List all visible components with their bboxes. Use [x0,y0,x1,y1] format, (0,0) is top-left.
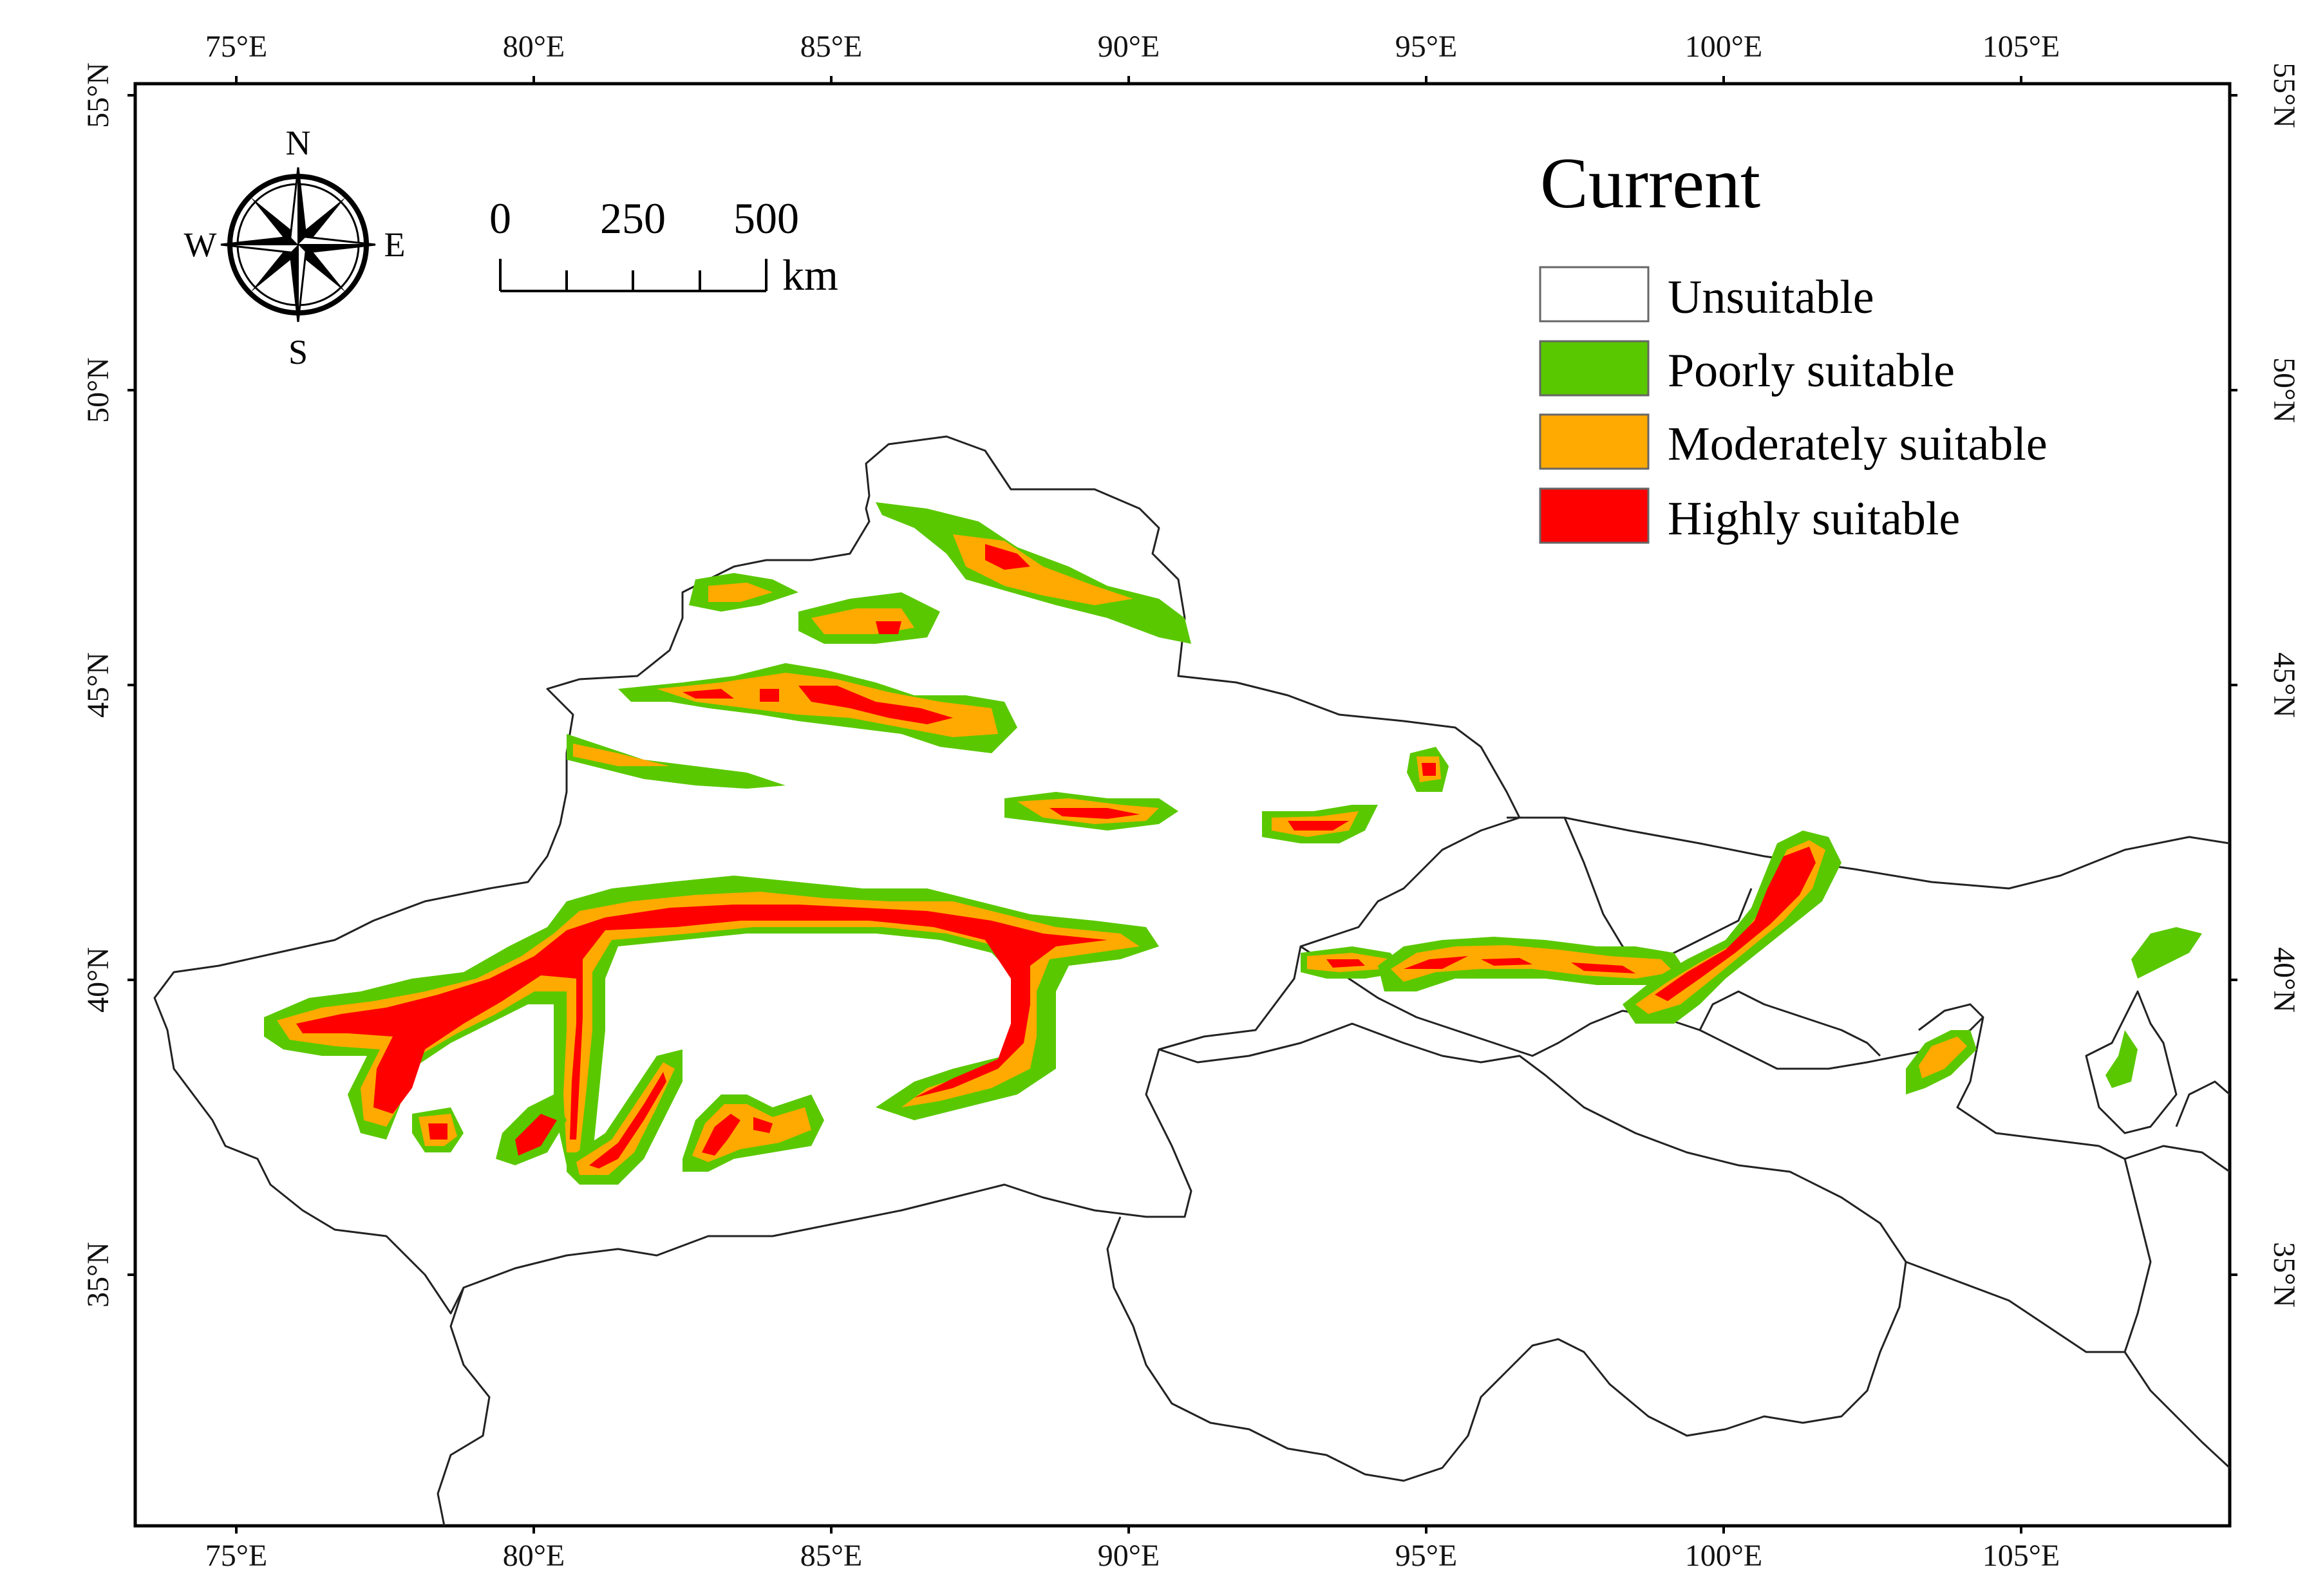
legend-label-poorly: Poorly suitable [1668,344,1955,397]
legend-swatch-unsuitable [1539,266,1650,323]
patch-highly-suitable [428,1123,447,1140]
legend-swatch-poorly [1539,340,1650,397]
lon-label: 85°E [800,30,863,64]
region-boundaries [153,435,2231,1526]
scale-bar-lines [499,259,767,292]
scale-label-0: 0 [489,194,511,243]
lon-label: 80°E [503,1539,565,1573]
patch-highly-suitable [876,621,901,634]
legend-swatch-highly [1539,487,1650,544]
xinjiang-boundary [153,435,1521,1315]
lat-label: 40°N [2267,947,2301,1013]
lat-label: 50°N [81,357,115,423]
compass-label-n: N [286,124,311,162]
legend-title: Current [1540,144,1760,223]
patch-moderately-suitable [1919,1037,1967,1078]
east-province-lines [1905,1080,2231,1469]
lon-label: 105°E [1982,30,2060,64]
patch-moderately-suitable [573,744,670,766]
patch-highly-suitable [985,544,1030,570]
compass-label-s: S [288,333,308,371]
ningxia-boundary [2085,990,2178,1134]
suitability-patches [264,502,2202,1185]
lat-label: 40°N [81,947,115,1013]
patch-highly-suitable [702,1114,773,1156]
tick-marks [127,76,2237,1534]
map-frame [133,82,2232,1528]
compass-star-fill [221,167,375,322]
patch-highly-suitable [1326,959,1365,968]
patch-moderately-suitable [708,583,773,602]
lon-labels-top: 75°E 80°E 85°E 90°E 95°E 100°E 105°E [205,30,2060,64]
qinghai-boundary [1106,1022,1907,1482]
inner-border-b [1699,990,1881,1057]
gansu-boundary [1507,816,2230,890]
patch-moderately-suitable [576,1062,675,1175]
patch-highly-suitable [683,686,953,724]
lon-label: 85°E [800,1539,863,1573]
lat-label: 55°N [2267,62,2301,128]
lat-labels-left: 55°N 50°N 45°N 40°N 35°N [81,62,115,1308]
lat-label: 50°N [2267,357,2301,423]
lon-label: 75°E [205,30,268,64]
lat-label: 55°N [81,62,115,128]
qinghai-gansu-line [1300,945,2100,1147]
patch-highly-suitable [1404,956,1635,973]
patch-highly-suitable [515,1114,557,1156]
patch-highly-suitable [589,1072,666,1169]
tibet-boundary [437,1287,491,1526]
gansu-inner-loop [1918,1003,1984,1031]
compass-label-w: W [184,225,217,264]
scale-unit: km [782,250,838,299]
patch-poorly-suitable [567,734,786,789]
lon-label: 90°E [1098,1539,1160,1573]
scale-label-500: 500 [733,194,799,243]
scale-label-250: 250 [600,194,666,243]
lon-label: 80°E [503,30,565,64]
lat-label: 35°N [81,1242,115,1308]
legend-label-highly: Highly suitable [1668,493,1960,545]
lon-labels-bottom: 75°E 80°E 85°E 90°E 95°E 100°E 105°E [205,1539,2060,1573]
lat-label: 45°N [2267,652,2301,718]
lon-label: 75°E [205,1539,268,1573]
lon-label: 105°E [1982,1539,2060,1573]
patch-poorly-suitable [2131,927,2202,979]
scale-bar: 0 250 500 km [489,194,838,299]
lon-label: 90°E [1098,30,1160,64]
patch-highly-suitable [1288,821,1349,831]
lon-label: 100°E [1685,30,1763,64]
legend: Current Unsuitable Poorly suitable Moder… [1539,144,2048,545]
lon-label: 95°E [1395,30,1458,64]
compass-label-e: E [384,225,406,264]
legend-label-unsuitable: Unsuitable [1668,271,1874,324]
legend-label-moderately: Moderately suitable [1668,418,2048,471]
compass-rose: N S E W [184,124,406,371]
lat-label: 45°N [81,652,115,718]
patch-highly-suitable [1050,808,1140,819]
legend-swatch-moderately [1539,413,1650,470]
patch-highly-suitable [296,905,1107,1140]
lat-label: 35°N [2267,1242,2301,1308]
lon-label: 95°E [1395,1539,1458,1573]
patch-moderately-suitable [1391,945,1674,982]
patch-moderately-suitable [692,1104,811,1162]
lat-labels-right: 55°N 50°N 45°N 40°N 35°N [2267,62,2301,1308]
patch-poorly-suitable [2105,1030,2138,1088]
lon-label: 100°E [1685,1539,1763,1573]
patch-highly-suitable [1655,847,1816,1001]
patch-highly-suitable [1422,763,1436,776]
